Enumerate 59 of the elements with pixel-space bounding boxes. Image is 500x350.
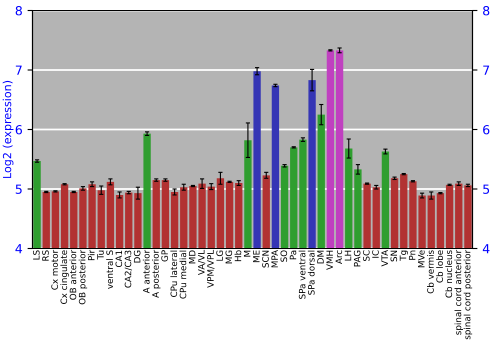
x-tick-label: A posterior <box>152 250 160 298</box>
x-tick-label: CA2/CA3 <box>124 250 132 288</box>
y-tick-label: 4 <box>15 244 22 254</box>
y-tick-label: 7 <box>16 66 22 75</box>
y-tick-label: 8 <box>16 6 22 16</box>
x-tick-label: spinal cord posterior <box>464 250 472 340</box>
x-tick-label: Cb vermis <box>427 250 434 294</box>
x-tick-label: SCN <box>262 250 269 268</box>
x-tick-label: Hb <box>234 250 242 262</box>
x-tick-label: RS <box>42 250 49 261</box>
x-tick-label: LS <box>33 250 40 260</box>
x-tick-label: DM <box>317 250 324 264</box>
x-tick-label: ME <box>253 250 260 262</box>
y-tick-label: 6 <box>16 124 22 134</box>
x-tick-label: Cx motor <box>51 250 58 290</box>
x-tick-label: Cb nucleus <box>445 250 452 298</box>
x-tick-label: GP <box>161 250 168 262</box>
x-tick-label: SPa dorsal <box>308 250 315 295</box>
x-tick-label: MVe <box>418 250 425 268</box>
y2-tick-label: 5 <box>483 184 490 194</box>
x-tick-label: SPa ventral <box>298 250 306 299</box>
y-tick-label: 5 <box>16 184 22 194</box>
x-tick-label: PAG <box>354 250 360 266</box>
x-tick-label: OB posterior <box>78 250 88 304</box>
x-tick-label: SN <box>390 250 398 262</box>
x-tick-label: Pn <box>408 250 416 260</box>
x-tick-label: MPA <box>271 250 278 268</box>
x-tick-label: Pa <box>290 250 296 260</box>
x-tick-label: SC <box>363 250 370 261</box>
x-tick-label: CPu medial <box>180 250 186 299</box>
x-tick-label: ventral S <box>106 250 113 289</box>
y2-tick-label: 7 <box>483 66 490 75</box>
x-tick-label: IC <box>372 250 379 258</box>
y2-tick-label: 4 <box>482 244 490 254</box>
x-tick-label: Arc <box>336 250 342 264</box>
x-tick-label: A anterior <box>142 250 150 294</box>
x-tick-label: Tg <box>400 250 408 261</box>
x-tick-label: Cb lobe <box>436 250 443 283</box>
x-tick-label: VPM/VPL <box>207 250 214 288</box>
y2-tick-label: 6 <box>483 124 490 134</box>
x-tick-label: SO <box>280 250 288 262</box>
x-tick-label: LG <box>216 250 223 261</box>
x-tick-label: OB anterior <box>70 250 76 300</box>
x-tick-label: spinal cord anterior <box>454 250 463 335</box>
x-tick-label: Pir <box>88 250 94 260</box>
y2-tick-label: 8 <box>483 6 490 16</box>
x-tick-label: VTA <box>381 250 388 266</box>
y-axis-title: Log2 (expression) <box>2 80 14 178</box>
x-tick-label: VMH <box>326 250 333 270</box>
x-tick-label: MD <box>188 250 196 264</box>
x-tick-label: CPu lateral <box>170 250 178 297</box>
x-tick-label: MG <box>226 250 232 264</box>
x-tick-label: VA/VL <box>198 250 206 276</box>
x-tick-label: M <box>244 250 250 257</box>
x-tick-label: Tu <box>97 250 104 260</box>
x-tick-label: LH <box>344 250 352 260</box>
x-tick-label: Cx cingulate <box>60 250 69 304</box>
x-tick-label: CA1 <box>116 250 122 268</box>
x-tick-label: DG <box>134 250 140 263</box>
